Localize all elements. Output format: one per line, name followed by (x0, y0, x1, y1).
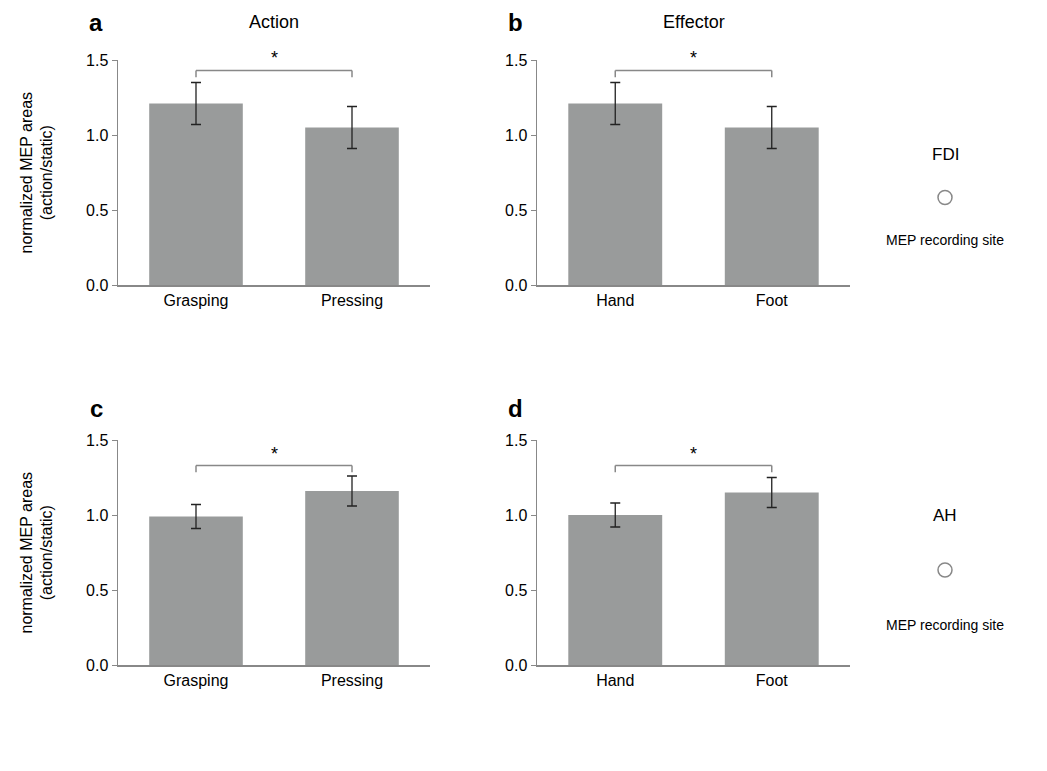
svg-text:1.0: 1.0 (505, 127, 527, 144)
svg-text:Foot: Foot (756, 292, 789, 309)
svg-text:Action: Action (249, 12, 299, 32)
svg-text:0.5: 0.5 (86, 202, 108, 219)
svg-text:1.0: 1.0 (86, 127, 108, 144)
svg-text:0.0: 0.0 (505, 277, 527, 294)
svg-text:1.5: 1.5 (86, 432, 108, 449)
svg-text:FDI: FDI (932, 145, 959, 164)
svg-text:*: * (690, 48, 697, 68)
svg-text:normalized MEP areas(action/st: normalized MEP areas(action/static) (18, 472, 56, 634)
svg-text:Foot: Foot (756, 672, 789, 689)
svg-text:1.5: 1.5 (86, 52, 108, 69)
svg-text:1.5: 1.5 (505, 432, 527, 449)
svg-text:d: d (508, 395, 523, 422)
svg-text:*: * (271, 444, 278, 464)
svg-text:Hand: Hand (596, 672, 634, 689)
svg-text:1.0: 1.0 (86, 507, 108, 524)
svg-text:a: a (89, 9, 103, 36)
svg-text:0.5: 0.5 (86, 582, 108, 599)
svg-text:Pressing: Pressing (321, 292, 383, 309)
svg-text:*: * (271, 48, 278, 68)
svg-text:1.0: 1.0 (505, 507, 527, 524)
svg-text:0.0: 0.0 (86, 657, 108, 674)
svg-text:Effector: Effector (663, 12, 725, 32)
svg-text:0.0: 0.0 (505, 657, 527, 674)
svg-text:Grasping: Grasping (164, 672, 229, 689)
svg-text:Pressing: Pressing (321, 672, 383, 689)
svg-text:Grasping: Grasping (164, 292, 229, 309)
svg-text:MEP recording site: MEP recording site (886, 617, 1004, 633)
svg-text:c: c (90, 395, 103, 422)
svg-text:Hand: Hand (596, 292, 634, 309)
svg-text:0.5: 0.5 (505, 202, 527, 219)
svg-text:1.5: 1.5 (505, 52, 527, 69)
svg-text:AH: AH (933, 506, 957, 525)
svg-text:MEP recording site: MEP recording site (886, 232, 1004, 248)
svg-text:0.5: 0.5 (505, 582, 527, 599)
svg-text:0.0: 0.0 (86, 277, 108, 294)
svg-text:*: * (690, 444, 697, 464)
svg-text:normalized MEP areas(action/st: normalized MEP areas(action/static) (18, 92, 56, 254)
svg-text:b: b (508, 9, 523, 36)
